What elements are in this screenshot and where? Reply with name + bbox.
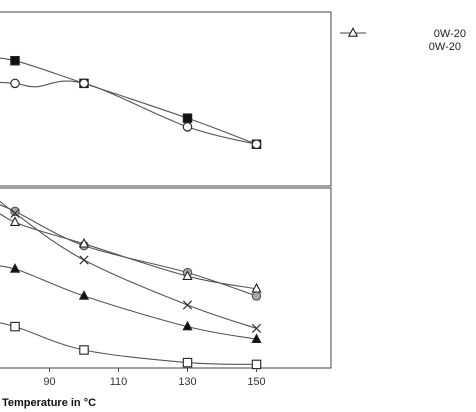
lower-series-5-line — [0, 322, 257, 365]
lower-series-3-point-5 — [251, 323, 262, 334]
lower-series-3-point-2 — [10, 208, 20, 218]
lower-series-1-point-2 — [10, 206, 20, 217]
lower-frame — [0, 187, 332, 369]
upper-frame — [0, 11, 332, 187]
x-tick-label-90: 90 — [43, 376, 55, 388]
lower-series-2-point-2 — [9, 216, 21, 226]
lower-series-2-point-5 — [251, 282, 262, 293]
x-axis-title: Temperature in °C — [2, 397, 96, 409]
legend-label-1: 0W-20 — [434, 28, 466, 40]
x-tick-label-150: 150 — [247, 376, 265, 388]
upper-series-group — [0, 55, 262, 149]
legend-label-2: 0W-20 — [429, 41, 461, 53]
lower-series-4-line — [0, 265, 257, 340]
upper-series-1-point-4 — [182, 113, 193, 123]
lower-series-4-point-2 — [9, 263, 21, 273]
lower-series-5-point-2 — [10, 321, 20, 332]
lower-series-3-point-3 — [79, 255, 89, 265]
lower-series-4-point-5 — [251, 333, 262, 343]
upper-series-2-point-2 — [10, 78, 20, 89]
lower-series-group — [0, 200, 262, 370]
x-axis: 90 110 130 150 — [43, 368, 266, 388]
upper-panel — [0, 11, 332, 187]
upper-series-2-point-3 — [79, 78, 89, 89]
lower-series-4-point-3 — [78, 290, 90, 300]
upper-series-2-line — [0, 80, 257, 145]
lower-series-2-point-4 — [182, 270, 193, 280]
lower-series-2-point-3 — [78, 237, 90, 248]
legend-marker-1 — [347, 27, 359, 37]
x-tick-label-130: 130 — [178, 376, 196, 388]
x-tick-label-110: 110 — [110, 376, 128, 388]
upper-series-2-point-5 — [251, 139, 262, 149]
lower-panel — [0, 187, 332, 370]
upper-series-2-point-4 — [182, 122, 193, 132]
lower-series-1-point-5 — [251, 291, 262, 301]
lower-series-4-point-4 — [182, 320, 193, 331]
lower-series-5-point-5 — [251, 359, 262, 370]
upper-series-1-point-2 — [10, 55, 20, 66]
lower-series-5-point-4 — [182, 357, 193, 368]
lower-series-3-point-4 — [182, 300, 193, 310]
lower-series-2-line — [0, 213, 257, 290]
lower-series-5-point-3 — [79, 345, 89, 355]
lower-series-3-line — [0, 200, 257, 329]
